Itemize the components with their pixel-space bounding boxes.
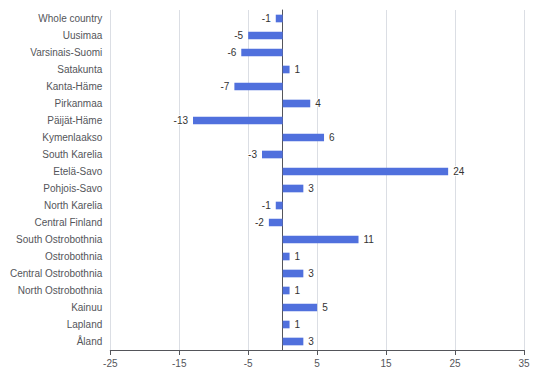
svg-text:Central Finland: Central Finland bbox=[34, 217, 102, 228]
svg-text:Uusimaa: Uusimaa bbox=[63, 30, 103, 41]
svg-text:Päijät-Häme: Päijät-Häme bbox=[47, 115, 102, 126]
svg-text:-13: -13 bbox=[174, 115, 189, 126]
svg-text:Kanta-Häme: Kanta-Häme bbox=[46, 81, 103, 92]
svg-text:Etelä-Savo: Etelä-Savo bbox=[53, 166, 102, 177]
svg-text:1: 1 bbox=[295, 64, 301, 75]
svg-text:15: 15 bbox=[381, 358, 393, 369]
svg-text:35: 35 bbox=[518, 358, 530, 369]
svg-text:Pirkanmaa: Pirkanmaa bbox=[54, 98, 102, 109]
svg-text:1: 1 bbox=[295, 319, 301, 330]
svg-text:3: 3 bbox=[308, 183, 314, 194]
svg-text:5: 5 bbox=[322, 302, 328, 313]
svg-text:Pohjois-Savo: Pohjois-Savo bbox=[43, 183, 102, 194]
svg-text:1: 1 bbox=[295, 285, 301, 296]
svg-text:South Karelia: South Karelia bbox=[42, 149, 102, 160]
svg-text:5: 5 bbox=[314, 358, 320, 369]
svg-text:Ostrobothnia: Ostrobothnia bbox=[45, 251, 103, 262]
svg-text:Whole country: Whole country bbox=[38, 13, 102, 24]
svg-text:-5: -5 bbox=[234, 30, 243, 41]
svg-text:4: 4 bbox=[315, 98, 321, 109]
svg-text:-1: -1 bbox=[262, 200, 271, 211]
svg-text:-2: -2 bbox=[255, 217, 264, 228]
svg-text:Satakunta: Satakunta bbox=[57, 64, 102, 75]
svg-text:24: 24 bbox=[453, 166, 465, 177]
svg-text:25: 25 bbox=[449, 358, 461, 369]
svg-text:-1: -1 bbox=[262, 13, 271, 24]
svg-text:Central Ostrobothnia: Central Ostrobothnia bbox=[10, 268, 103, 279]
svg-text:Lapland: Lapland bbox=[67, 319, 103, 330]
svg-text:North Ostrobothnia: North Ostrobothnia bbox=[18, 285, 103, 296]
svg-text:6: 6 bbox=[329, 132, 335, 143]
svg-text:Åland: Åland bbox=[77, 335, 103, 347]
svg-text:-7: -7 bbox=[220, 81, 229, 92]
svg-text:Varsinais-Suomi: Varsinais-Suomi bbox=[30, 47, 102, 58]
svg-text:Kymenlaakso: Kymenlaakso bbox=[42, 132, 102, 143]
svg-text:11: 11 bbox=[364, 234, 375, 245]
svg-text:-3: -3 bbox=[248, 149, 257, 160]
svg-text:North Karelia: North Karelia bbox=[44, 200, 103, 211]
svg-text:-5: -5 bbox=[244, 358, 253, 369]
svg-text:3: 3 bbox=[308, 268, 314, 279]
svg-text:3: 3 bbox=[308, 336, 314, 347]
svg-text:-15: -15 bbox=[172, 358, 187, 369]
svg-text:Kainuu: Kainuu bbox=[71, 302, 102, 313]
svg-text:-25: -25 bbox=[103, 358, 118, 369]
svg-text:1: 1 bbox=[295, 251, 301, 262]
svg-text:-6: -6 bbox=[227, 47, 236, 58]
svg-text:South Ostrobothnia: South Ostrobothnia bbox=[16, 234, 103, 245]
